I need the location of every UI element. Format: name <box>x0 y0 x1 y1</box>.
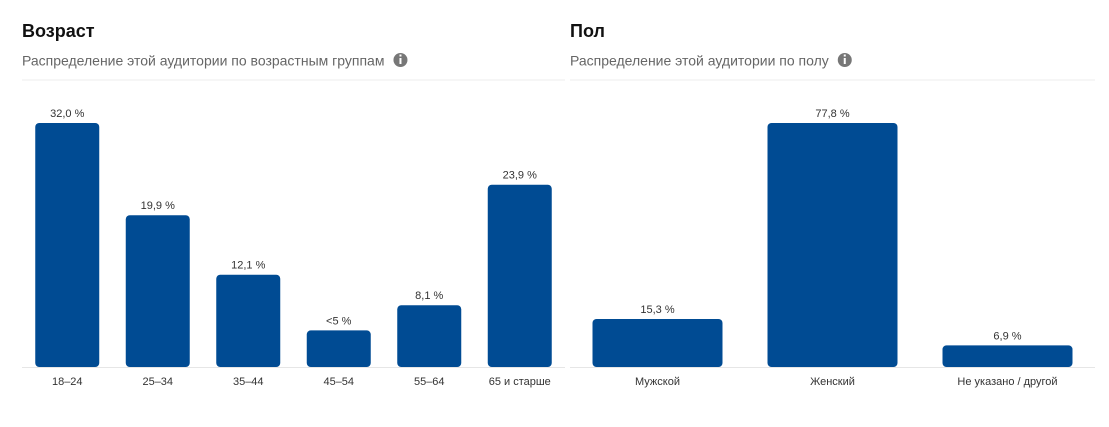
info-stem <box>399 58 402 64</box>
category-label: 25–34 <box>142 376 173 388</box>
bar <box>487 184 552 367</box>
category-label: 45–54 <box>323 376 354 388</box>
value-label: 8,1 % <box>415 290 443 302</box>
title: Пол <box>570 21 605 41</box>
value-label: 6,9 % <box>993 330 1021 342</box>
value-label: 12,1 % <box>231 260 265 272</box>
bar <box>306 330 371 367</box>
subtitle: Распределение этой аудитории по возрастн… <box>22 53 384 69</box>
category-label: 18–24 <box>52 376 83 388</box>
bar <box>397 305 462 367</box>
bar <box>592 319 723 367</box>
bar <box>767 123 898 367</box>
info-icon <box>837 53 852 67</box>
category-label: 35–44 <box>233 376 264 388</box>
value-label: 77,8 % <box>815 108 849 120</box>
bar <box>216 274 281 367</box>
bar <box>942 345 1073 367</box>
value-label: 19,9 % <box>141 200 175 212</box>
category-label: 55–64 <box>414 376 445 388</box>
category-label: Женский <box>810 376 855 388</box>
category-label: Мужской <box>635 376 680 388</box>
info-icon <box>393 53 408 67</box>
info-dot <box>843 54 846 57</box>
category-label: Не указано / другой <box>957 376 1057 388</box>
value-label: 32,0 % <box>50 108 84 120</box>
subtitle: Распределение этой аудитории по полу <box>570 53 829 69</box>
bar <box>125 215 190 367</box>
category-label: 65 и старше <box>489 376 551 388</box>
value-label: 15,3 % <box>640 304 674 316</box>
title: Возраст <box>22 21 95 41</box>
bar <box>35 123 100 367</box>
info-dot <box>399 54 402 57</box>
info-stem <box>843 58 846 64</box>
value-label: 23,9 % <box>503 170 537 182</box>
value-label: <5 % <box>326 315 352 327</box>
